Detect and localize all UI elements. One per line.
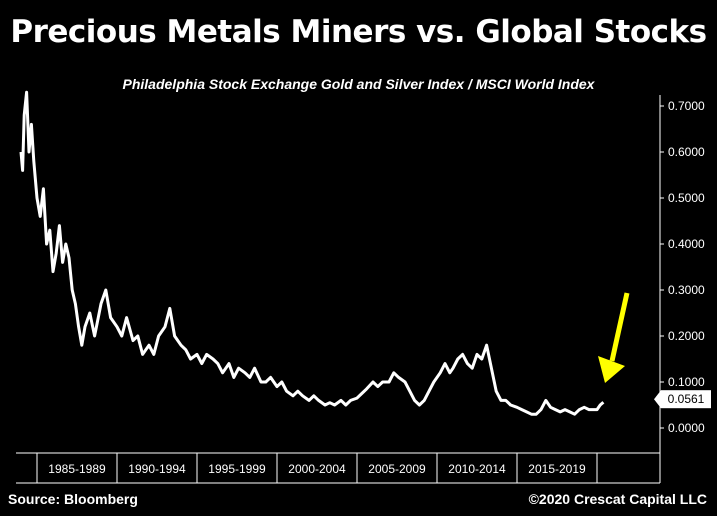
annotation-layer	[598, 292, 630, 383]
series-layer	[19, 90, 605, 416]
y-tick-label: 0.6000	[668, 145, 705, 159]
copyright-label: ©2020 Crescat Capital LLC	[528, 491, 707, 507]
last-value-label: 0.0561	[668, 392, 705, 406]
x-tick-label: 2000-2004	[288, 462, 346, 476]
y-tick-label: 0.3000	[668, 283, 705, 297]
series-line	[19, 90, 605, 416]
y-tick-label: 0.4000	[668, 237, 705, 251]
chart-subtitle: Philadelphia Stock Exchange Gold and Sil…	[122, 76, 595, 92]
source-label: Source: Bloomberg	[8, 491, 138, 507]
last-value-box	[661, 390, 711, 409]
last-value-layer: 0.0561	[654, 390, 711, 409]
y-tick-label: 0.7000	[668, 99, 705, 113]
y-tick-label: 0.1000	[668, 375, 705, 389]
x-tick-label: 2005-2009	[368, 462, 426, 476]
x-tick-label: 1985-1989	[48, 462, 106, 476]
y-tick-label: 0.5000	[668, 191, 705, 205]
x-tick-label: 2010-2014	[448, 462, 506, 476]
y-axis: 0.0000 0.1000 0.2000 0.3000 0.4000 0.5000 0.60…	[660, 99, 705, 435]
y-tick-label: 0.0000	[668, 421, 705, 435]
arrow-head	[598, 356, 625, 383]
arrow-shaft	[609, 292, 630, 362]
last-value-pointer	[654, 390, 661, 409]
plot-border	[16, 95, 661, 484]
x-axis: 1985-1989 1990-1994 1995-1999 2000-2004 2005…	[36, 453, 598, 483]
x-tick-label: 1990-1994	[128, 462, 186, 476]
chart-title: Precious Metals Miners vs. Global Stocks	[10, 14, 707, 50]
x-tick-label: 1995-1999	[208, 462, 266, 476]
x-tick-label: 2015-2019	[528, 462, 586, 476]
y-tick-label: 0.2000	[668, 329, 705, 343]
